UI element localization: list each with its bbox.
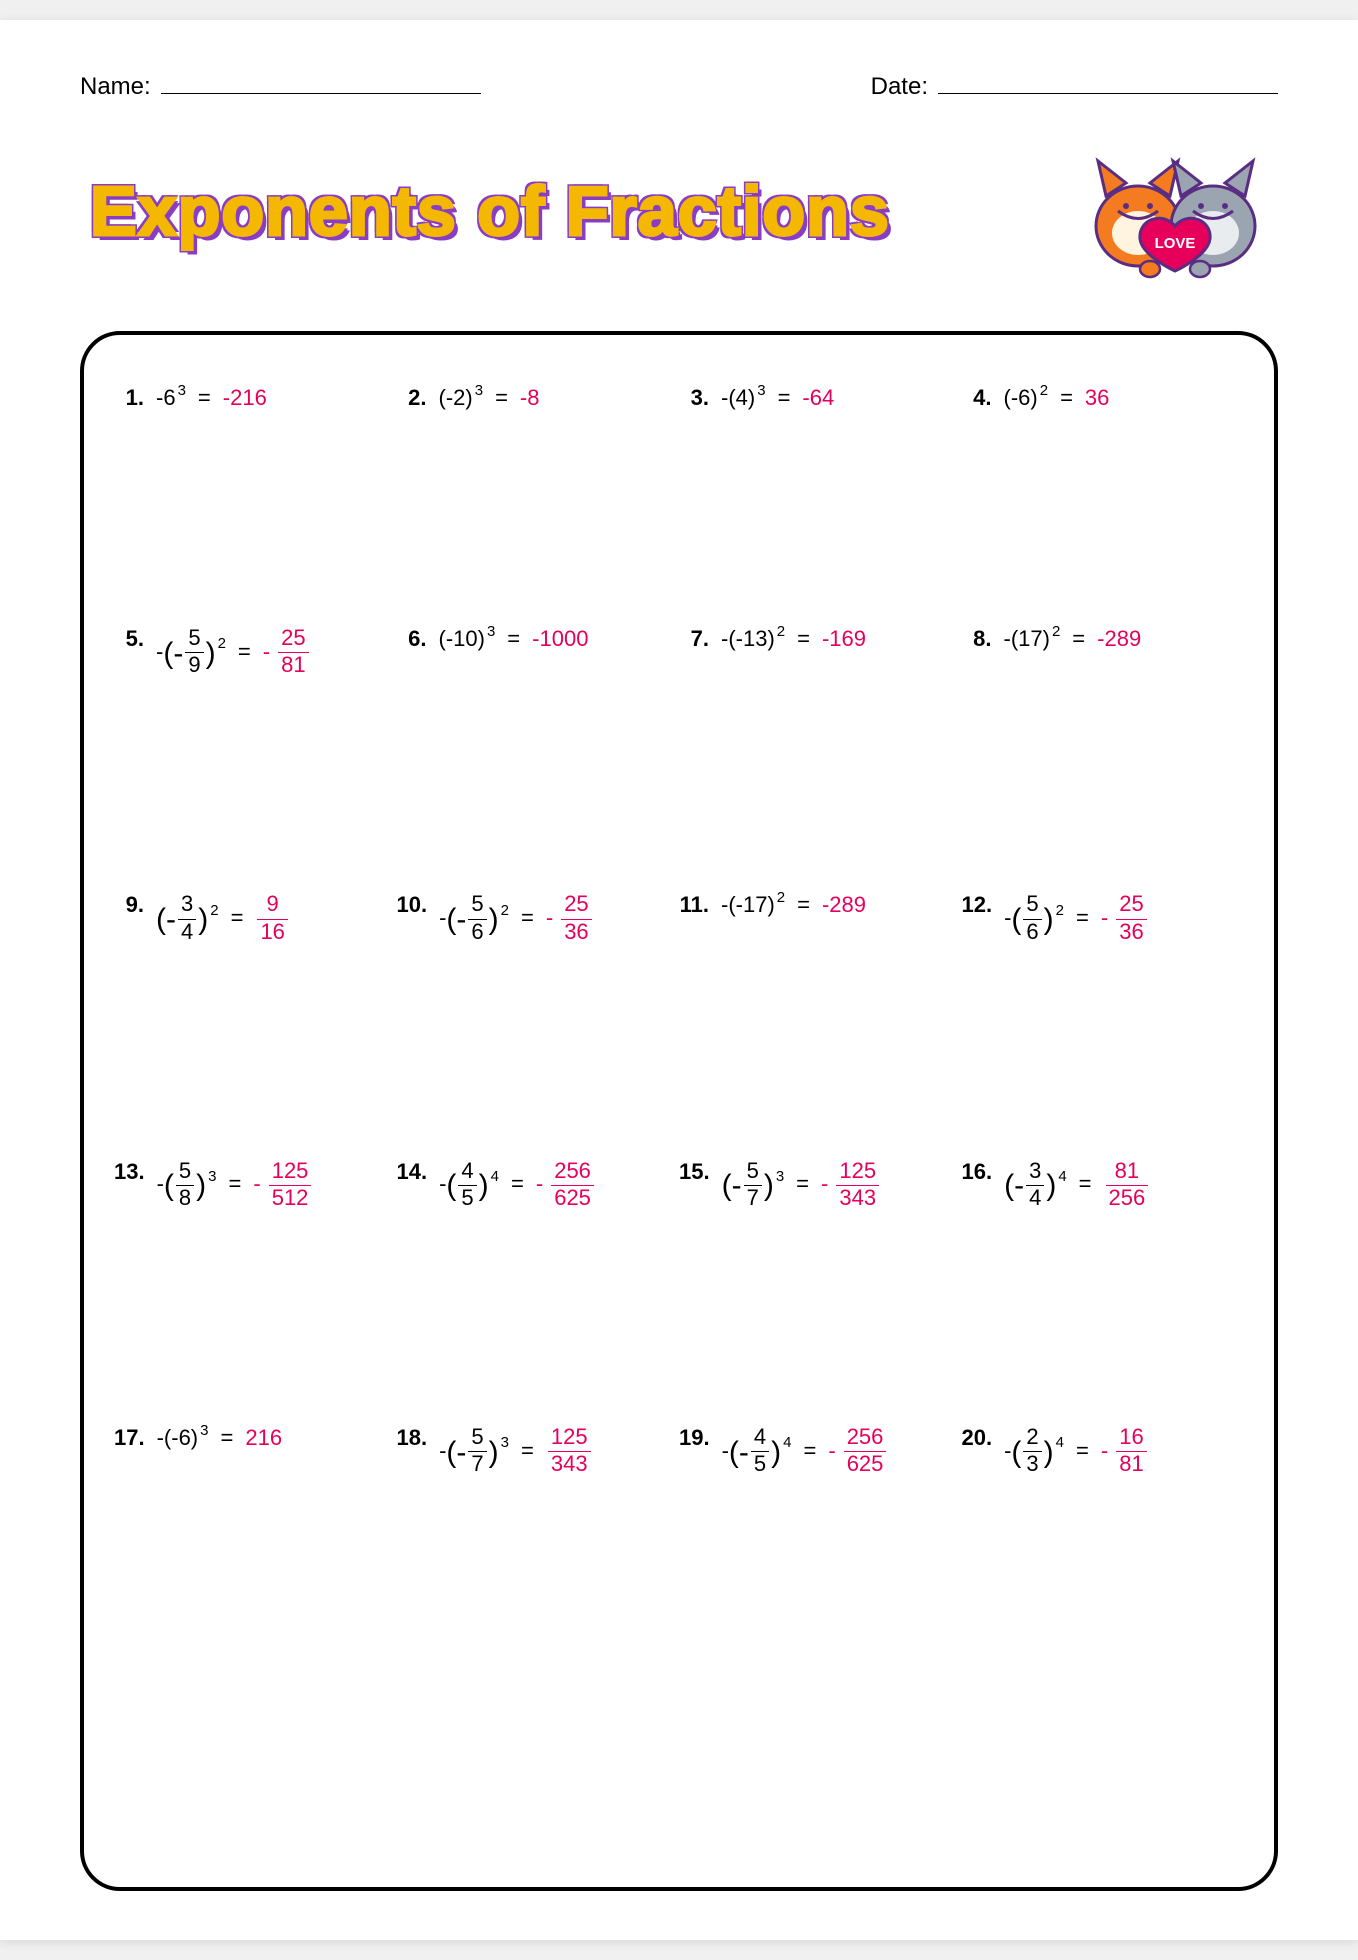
- problem-expression: (-34)2=916: [156, 892, 290, 943]
- problem: 14. -(45)4=-256625: [397, 1159, 680, 1210]
- problem-expression: -(4)3=-64: [721, 385, 834, 411]
- problem-row: 5. -(-59)2=-2581 6. (-10)3=-1000 7. -(-13)2=-…: [114, 626, 1244, 677]
- problem: 12. -(56)2=-2536: [962, 892, 1245, 943]
- problem-expression: -63=-216: [156, 385, 267, 411]
- problem-answer: -256625: [828, 1425, 888, 1476]
- problem-answer: -125512: [253, 1159, 313, 1210]
- problem-expression: -(45)4=-256625: [439, 1159, 596, 1210]
- problem-number: 2.: [397, 385, 427, 411]
- problem-expression: -(56)2=-2536: [1004, 892, 1149, 943]
- worksheet-title: Exponents of Fractions: [90, 171, 890, 251]
- problem: 20. -(23)4=-1681: [962, 1425, 1245, 1476]
- problem-row: 17. -(-6)3=216 18. -(-57)3=125343 19. -(-45)4…: [114, 1425, 1244, 1476]
- problem-expression: -(23)4=-1681: [1004, 1425, 1149, 1476]
- problem-answer: -64: [802, 385, 834, 411]
- worksheet-page: Name: Date: Exponents of Fractions: [0, 20, 1358, 1940]
- problem-expression: -(-45)4=-256625: [722, 1425, 889, 1476]
- problem-answer: -125343: [821, 1159, 881, 1210]
- problem: 8. -(17)2=-289: [962, 626, 1245, 677]
- problem-answer: 216: [245, 1425, 282, 1451]
- name-underline[interactable]: [161, 70, 481, 94]
- problem-expression: -(-56)2=-2536: [439, 892, 594, 943]
- problem-row: 9. (-34)2=916 10. -(-56)2=-2536 11. -(-17)2=-…: [114, 892, 1244, 943]
- problem-number: 5.: [114, 626, 144, 652]
- problem-row: 13. -(58)3=-125512 14. -(45)4=-256625 15. (-5…: [114, 1159, 1244, 1210]
- cats-illustration: LOVE: [1078, 141, 1268, 281]
- problem-number: 13.: [114, 1159, 145, 1185]
- problem-expression: -(-17)2=-289: [721, 892, 866, 918]
- problem-expression: -(58)3=-125512: [157, 1159, 314, 1210]
- date-label: Date:: [871, 73, 928, 101]
- name-field: Name:: [80, 70, 481, 101]
- problem-answer: 916: [255, 892, 289, 943]
- problem-number: 10.: [397, 892, 428, 918]
- problem-answer: -2581: [263, 626, 311, 677]
- date-field: Date:: [871, 70, 1278, 101]
- problem-expression: (-6)2=36: [1004, 385, 1110, 411]
- problem-number: 18.: [397, 1425, 428, 1451]
- problem-number: 9.: [114, 892, 144, 918]
- problem: 17. -(-6)3=216: [114, 1425, 397, 1476]
- title-row: Exponents of Fractions: [80, 141, 1278, 281]
- problem-answer: 125343: [546, 1425, 593, 1476]
- problem-number: 16.: [962, 1159, 993, 1185]
- problem-expression: (-2)3=-8: [439, 385, 540, 411]
- problem: 19. -(-45)4=-256625: [679, 1425, 962, 1476]
- problem: 11. -(-17)2=-289: [679, 892, 962, 943]
- problem-number: 17.: [114, 1425, 145, 1451]
- problem-number: 15.: [679, 1159, 710, 1185]
- problem: 7. -(-13)2=-169: [679, 626, 962, 677]
- problem-number: 3.: [679, 385, 709, 411]
- problem-expression: -(-57)3=125343: [439, 1425, 592, 1476]
- problem: 18. -(-57)3=125343: [397, 1425, 680, 1476]
- problems-box: 1. -63=-216 2. (-2)3=-8 3. -(4)3=-64 4. (-6)2=3…: [80, 331, 1278, 1891]
- problem-number: 12.: [962, 892, 993, 918]
- problem-answer: -169: [822, 626, 866, 652]
- name-label: Name:: [80, 73, 151, 101]
- problem-number: 4.: [962, 385, 992, 411]
- problem-row: 1. -63=-216 2. (-2)3=-8 3. -(4)3=-64 4. (-6)2=3…: [114, 385, 1244, 411]
- problem-number: 7.: [679, 626, 709, 652]
- problem-answer: -1000: [532, 626, 588, 652]
- problem-answer: -289: [1097, 626, 1141, 652]
- problem-answer: 36: [1085, 385, 1109, 411]
- problem-expression: -(-6)3=216: [157, 1425, 282, 1451]
- problem-number: 20.: [962, 1425, 993, 1451]
- problem-answer: -216: [223, 385, 267, 411]
- problem-number: 14.: [397, 1159, 428, 1185]
- problem-number: 19.: [679, 1425, 710, 1451]
- problem: 5. -(-59)2=-2581: [114, 626, 397, 677]
- problem: 2. (-2)3=-8: [397, 385, 680, 411]
- problem: 9. (-34)2=916: [114, 892, 397, 943]
- problem-answer: -8: [520, 385, 540, 411]
- problem: 3. -(4)3=-64: [679, 385, 962, 411]
- problem-answer: -2536: [546, 892, 594, 943]
- problem-expression: (-10)3=-1000: [439, 626, 589, 652]
- problem: 16. (-34)4=81256: [962, 1159, 1245, 1210]
- problem-answer: -256625: [536, 1159, 596, 1210]
- problem-number: 6.: [397, 626, 427, 652]
- problem-expression: -(-13)2=-169: [721, 626, 866, 652]
- problem-expression: -(17)2=-289: [1004, 626, 1142, 652]
- problem: 1. -63=-216: [114, 385, 397, 411]
- svg-text:LOVE: LOVE: [1155, 235, 1196, 252]
- problem-answer: -1681: [1101, 1425, 1149, 1476]
- date-underline[interactable]: [938, 70, 1278, 94]
- problem: 15. (-57)3=-125343: [679, 1159, 962, 1210]
- problem-answer: -2536: [1101, 892, 1149, 943]
- problem: 4. (-6)2=36: [962, 385, 1245, 411]
- problem-number: 11.: [679, 892, 709, 918]
- header-row: Name: Date:: [80, 70, 1278, 101]
- problem-expression: -(-59)2=-2581: [156, 626, 311, 677]
- problem-expression: (-57)3=-125343: [722, 1159, 881, 1210]
- problem: 10. -(-56)2=-2536: [397, 892, 680, 943]
- problem: 6. (-10)3=-1000: [397, 626, 680, 677]
- problem-answer: -289: [822, 892, 866, 918]
- problem-expression: (-34)4=81256: [1004, 1159, 1150, 1210]
- problem-number: 1.: [114, 385, 144, 411]
- problem-number: 8.: [962, 626, 992, 652]
- problem-answer: 81256: [1104, 1159, 1151, 1210]
- problem: 13. -(58)3=-125512: [114, 1159, 397, 1210]
